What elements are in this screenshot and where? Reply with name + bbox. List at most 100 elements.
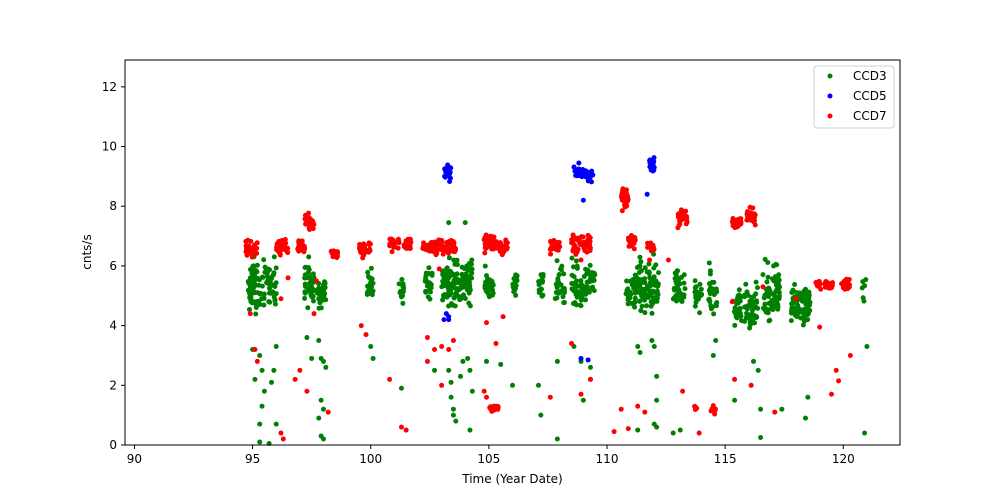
x-axis-label: Time (Year Date) (461, 472, 562, 486)
data-point-ccd3 (488, 285, 494, 291)
data-point-ccd3 (454, 271, 460, 277)
data-point-ccd3 (653, 262, 659, 268)
data-point-ccd7 (422, 246, 428, 252)
data-point-ccd3 (259, 283, 265, 289)
data-point-ccd7 (493, 341, 499, 347)
data-point-ccd7 (439, 382, 445, 388)
data-point-ccd7 (433, 252, 439, 258)
data-point-ccd3 (259, 403, 265, 409)
data-point-ccd7 (441, 244, 447, 250)
data-point-ccd3 (742, 304, 748, 310)
data-point-ccd5 (447, 171, 453, 177)
data-point-ccd3 (554, 358, 560, 364)
data-point-ccd3 (807, 299, 813, 305)
data-point-ccd3 (423, 270, 429, 276)
data-point-ccd3 (737, 306, 743, 312)
data-point-ccd3 (261, 388, 267, 394)
data-point-ccd7 (484, 320, 490, 326)
data-point-ccd7 (547, 394, 553, 400)
plot-frame (124, 59, 901, 446)
data-point-ccd3 (316, 296, 322, 302)
data-point-ccd3 (752, 320, 758, 326)
data-point-ccd5 (644, 191, 650, 197)
data-point-ccd3 (452, 291, 458, 297)
data-point-ccd7 (311, 311, 317, 317)
data-point-ccd3 (450, 412, 456, 418)
x-tick-label: 100 (359, 452, 382, 466)
data-point-ccd7 (748, 382, 754, 388)
data-point-ccd5 (576, 160, 582, 166)
data-point-ccd3 (272, 301, 278, 307)
data-point-ccd7 (252, 347, 258, 352)
data-point-ccd3 (308, 290, 314, 296)
data-point-ccd7 (303, 221, 309, 227)
data-point-ccd7 (360, 243, 366, 249)
data-point-ccd3 (318, 397, 324, 403)
data-point-ccd3 (268, 275, 274, 281)
data-point-ccd3 (654, 424, 660, 430)
data-point-ccd7 (367, 241, 373, 247)
data-point-ccd7 (827, 281, 833, 287)
data-point-ccd3 (267, 267, 272, 273)
data-point-ccd3 (365, 269, 371, 275)
data-point-ccd7 (491, 234, 497, 240)
data-point-ccd3 (735, 311, 741, 317)
data-point-ccd3 (774, 262, 780, 268)
data-point-ccd3 (302, 295, 308, 301)
data-point-ccd3 (634, 281, 640, 287)
data-point-ccd3 (320, 406, 326, 412)
data-point-ccd3 (257, 421, 263, 427)
data-point-ccd3 (254, 262, 260, 268)
data-point-ccd3 (642, 265, 648, 271)
data-point-ccd3 (578, 297, 584, 303)
data-point-ccd3 (638, 259, 644, 265)
data-point-ccd3 (398, 385, 404, 391)
series-ccd7 (243, 186, 853, 442)
data-point-ccd3 (261, 291, 267, 297)
points-layer (243, 155, 870, 447)
data-point-ccd3 (554, 258, 560, 264)
data-point-ccd3 (446, 367, 452, 373)
data-point-ccd3 (458, 373, 464, 379)
data-point-ccd3 (302, 264, 308, 270)
data-point-ccd3 (692, 303, 698, 309)
data-point-ccd7 (828, 391, 834, 397)
data-point-ccd3 (635, 344, 641, 350)
data-point-ccd3 (754, 299, 760, 305)
data-point-ccd7 (439, 238, 445, 244)
data-point-ccd7 (573, 251, 579, 257)
data-point-ccd3 (776, 277, 782, 283)
data-point-ccd3 (583, 297, 589, 303)
data-point-ccd3 (469, 275, 475, 281)
data-point-ccd7 (729, 299, 735, 305)
data-point-ccd3 (446, 275, 452, 281)
data-point-ccd3 (696, 291, 702, 297)
data-point-ccd3 (795, 302, 801, 308)
data-point-ccd3 (765, 274, 771, 280)
data-point-ccd7 (712, 411, 718, 417)
data-point-ccd3 (755, 367, 761, 373)
data-point-ccd3 (578, 278, 584, 284)
data-point-ccd3 (654, 298, 660, 304)
data-point-ccd3 (251, 263, 257, 269)
y-axis-label: cnts/s (80, 234, 94, 269)
data-point-ccd5 (585, 178, 591, 184)
data-point-ccd3 (744, 313, 750, 319)
data-point-ccd3 (806, 292, 811, 298)
data-point-ccd3 (460, 282, 466, 288)
data-point-ccd3 (779, 406, 785, 412)
data-point-ccd7 (751, 219, 757, 225)
data-point-ccd3 (747, 303, 753, 309)
data-point-ccd3 (629, 278, 635, 284)
data-point-ccd3 (450, 406, 456, 412)
data-point-ccd3 (637, 254, 643, 260)
data-point-ccd3 (805, 317, 811, 323)
data-point-ccd3 (316, 415, 322, 421)
data-point-ccd3 (675, 268, 681, 274)
data-point-ccd3 (580, 397, 586, 403)
data-point-ccd3 (368, 344, 374, 350)
data-point-ccd3 (644, 286, 650, 292)
data-point-ccd3 (440, 278, 446, 284)
data-point-ccd7 (772, 409, 778, 415)
